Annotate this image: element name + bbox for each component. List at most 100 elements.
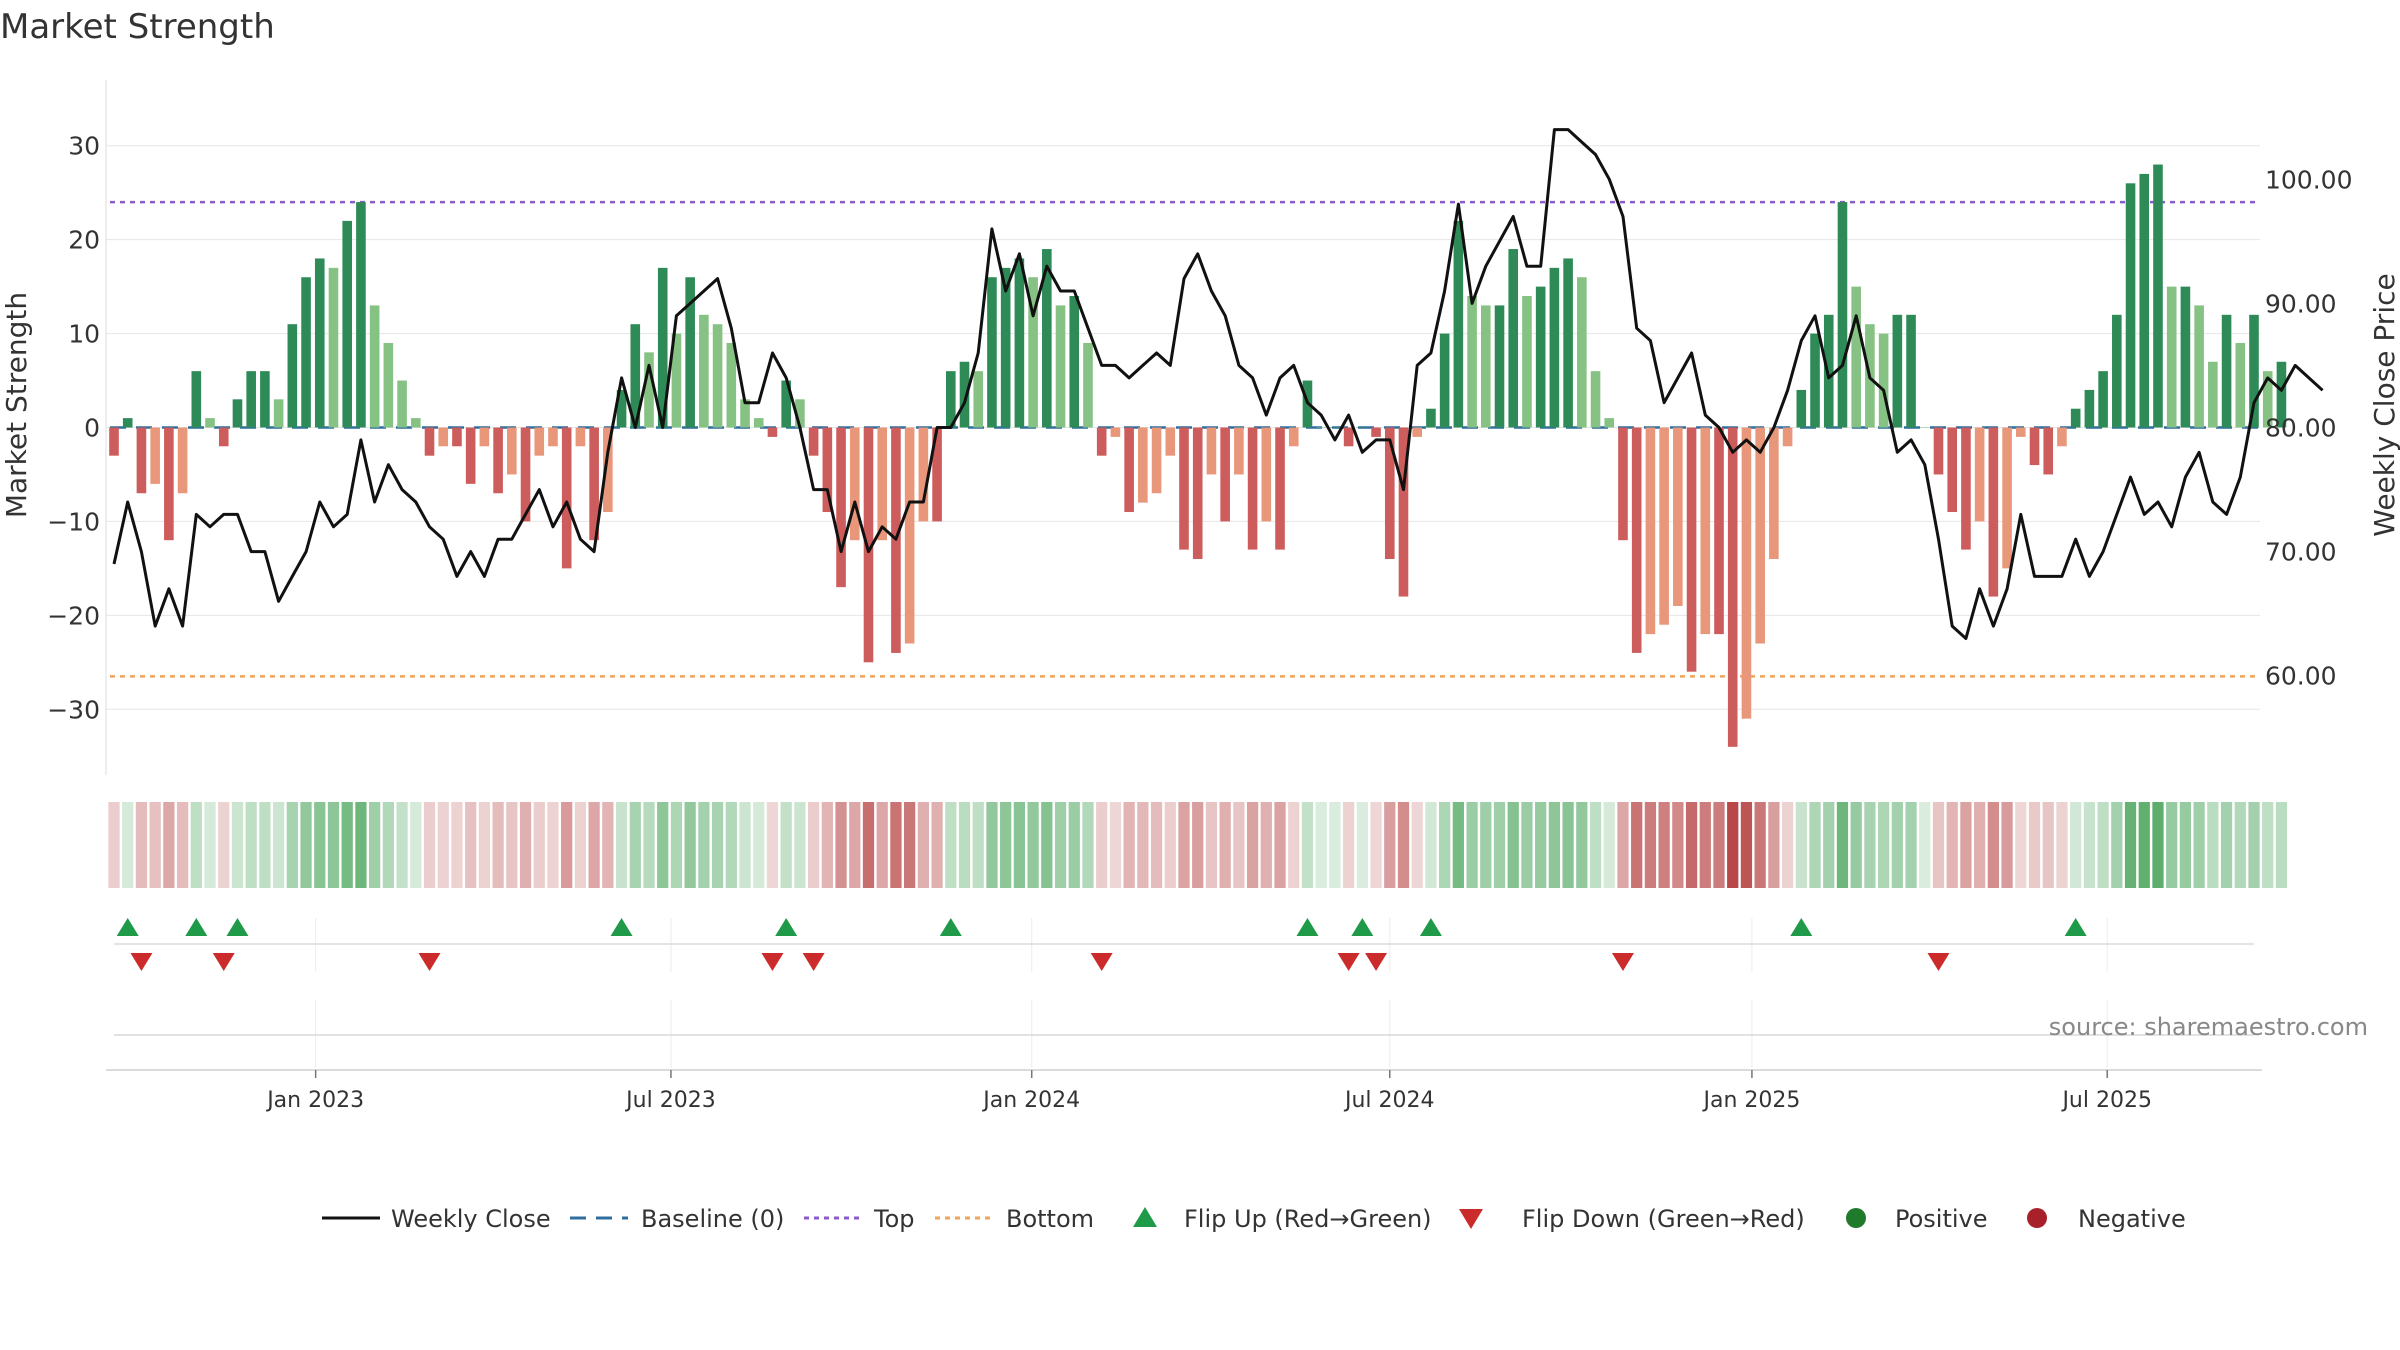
heatmap-cell	[711, 802, 724, 888]
legend-flip-down-label: Flip Down (Green→Red)	[1522, 1205, 1805, 1233]
strength-bar	[1275, 427, 1285, 550]
strength-bar	[122, 418, 133, 428]
strength-bar	[369, 305, 380, 428]
flip-up-marker	[939, 918, 962, 936]
strength-bar	[1631, 427, 1642, 653]
strength-bar	[1878, 333, 1889, 428]
strength-bar	[2070, 408, 2081, 428]
heatmap-cell	[204, 802, 216, 888]
heatmap-cell	[1411, 802, 1423, 888]
heatmap-cell	[2262, 802, 2274, 888]
strength-bar	[301, 277, 311, 428]
heatmap-cell	[602, 802, 614, 888]
flip-down-marker	[212, 953, 235, 971]
y-tick-label-right: 70.00	[2265, 538, 2337, 567]
heatmap-cell	[1466, 802, 1478, 888]
heatmap-cell	[1699, 802, 1711, 888]
y-axis-label-right: Weekly Close Price	[2368, 273, 2400, 536]
strength-bar	[630, 324, 641, 428]
strength-bar	[1714, 427, 1724, 635]
strength-bar	[1837, 202, 1848, 428]
heatmap-cell	[492, 802, 504, 888]
strength-bar	[2262, 371, 2273, 428]
heatmap-cell	[1919, 802, 1931, 888]
heatmap-cell	[849, 802, 861, 888]
heatmap-cell	[1713, 802, 1725, 888]
strength-bar	[671, 333, 682, 428]
strength-bar	[753, 418, 764, 428]
strength-bar	[1480, 305, 1491, 428]
flip-up-marker	[2064, 918, 2087, 936]
strength-bar	[1645, 427, 1656, 635]
strength-bar	[1220, 427, 1230, 522]
strength-bar	[1796, 389, 1807, 428]
heatmap-cell	[1836, 802, 1849, 888]
y-tick-label-right: 80.00	[2265, 414, 2337, 443]
strength-bar	[1563, 258, 1573, 428]
heatmap-cell	[149, 802, 161, 888]
heatmap-cell	[1754, 802, 1766, 888]
strength-bar	[1138, 427, 1148, 503]
heatmap-cell	[1178, 802, 1190, 888]
strength-bar	[1357, 427, 1368, 428]
strength-bar	[2166, 286, 2177, 428]
heatmap-cell	[423, 802, 436, 888]
strength-bar	[246, 371, 256, 428]
strength-bar	[2098, 371, 2108, 428]
heatmap-cell	[725, 802, 737, 888]
strength-bar	[493, 427, 503, 494]
flip-markers	[114, 918, 2254, 971]
y-tick-label-left: 30	[68, 132, 100, 161]
heatmap-cell	[190, 802, 202, 888]
flip-down-marker	[1090, 953, 1113, 971]
flip-up-marker	[775, 918, 798, 936]
heatmap-cell	[958, 802, 971, 888]
heatmap-cell	[1260, 802, 1272, 888]
heatmap-cell	[862, 802, 875, 888]
strength-bar	[1247, 427, 1258, 550]
heatmap-cell	[382, 802, 394, 888]
strength-bar	[699, 314, 709, 428]
strength-bar	[2221, 314, 2232, 428]
strength-bar	[644, 352, 654, 428]
strength-bar	[273, 399, 284, 428]
strength-bar	[2235, 342, 2246, 428]
y-tick-label-left: −30	[47, 695, 100, 724]
strength-bar	[1384, 427, 1395, 559]
heatmap-cell	[2152, 802, 2164, 888]
heatmap-cell	[176, 802, 189, 888]
heatmap-cell	[300, 802, 312, 888]
strength-bar	[1892, 314, 1903, 428]
chart-title: Market Strength	[0, 7, 275, 47]
heatmap-cell	[1617, 802, 1629, 888]
strength-bar	[712, 324, 723, 428]
strength-bar	[1206, 427, 1217, 475]
heatmap-cell	[1288, 802, 1300, 888]
strength-bar	[1192, 427, 1203, 559]
legend-positive-label: Positive	[1895, 1205, 1988, 1233]
y-tick-label-left: −10	[47, 507, 100, 536]
strength-bar	[2180, 286, 2191, 428]
strength-bar	[2029, 427, 2040, 466]
strength-bar	[1961, 427, 1971, 550]
strength-bar	[945, 371, 956, 428]
strength-bar	[1028, 277, 1038, 428]
legend-flip-up-label: Flip Up (Red→Green)	[1184, 1205, 1432, 1233]
legend-positive-icon	[1846, 1208, 1866, 1228]
heatmap-cell	[1576, 802, 1588, 888]
heatmap-cell	[2124, 802, 2137, 888]
strength-bar	[1810, 333, 1820, 428]
heatmap-cell	[1123, 802, 1135, 888]
x-tick-label: Jul 2025	[2060, 1088, 2152, 1113]
heatmap-cell	[327, 802, 340, 888]
strength-bar	[2194, 305, 2204, 428]
heatmap-cell	[1672, 802, 1684, 888]
strength-bar	[1494, 305, 1505, 428]
strength-bar	[218, 427, 229, 447]
heatmap-cell	[574, 802, 587, 888]
heatmap-cell	[547, 802, 559, 888]
strength-bar	[1124, 427, 1134, 513]
heatmap-cell	[1397, 802, 1410, 888]
heatmap-cell	[519, 802, 532, 888]
